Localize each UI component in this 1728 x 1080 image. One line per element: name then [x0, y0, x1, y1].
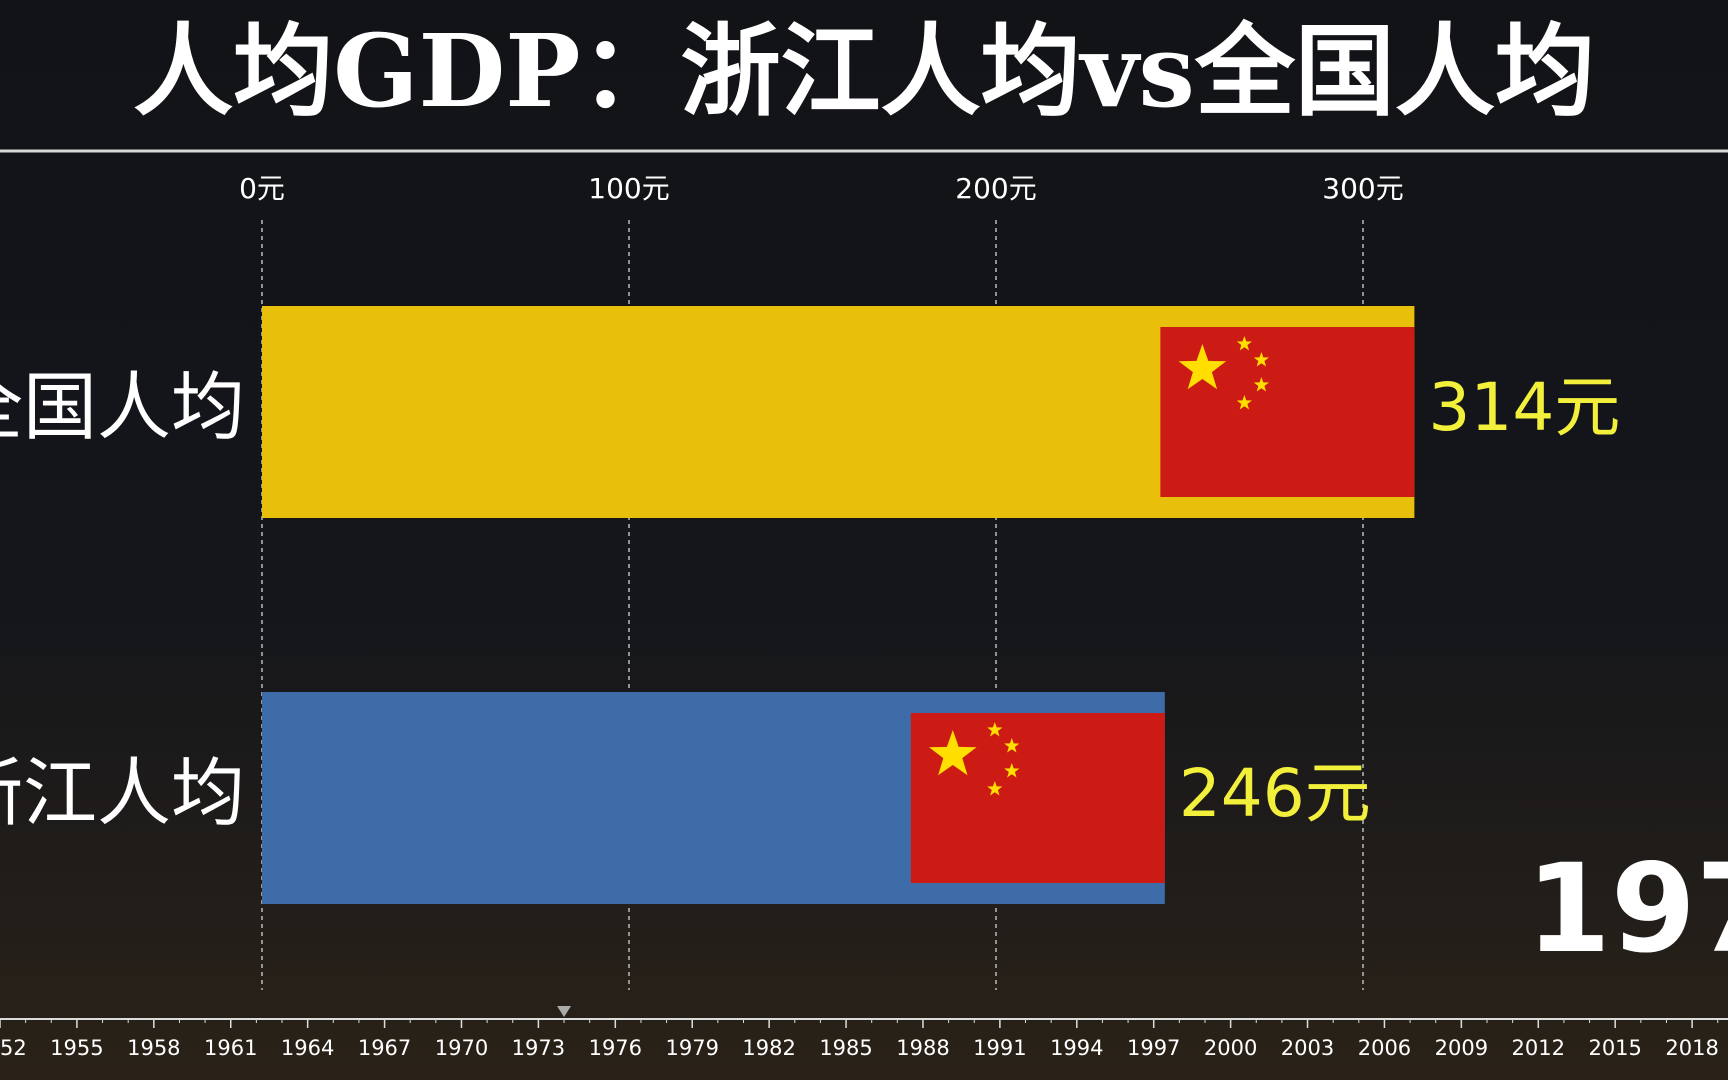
- flag-star: [929, 730, 977, 776]
- x-tick-label: 300元: [1322, 172, 1403, 205]
- timeline-tick-label: 2003: [1281, 1036, 1334, 1060]
- timeline-tick-label: 1967: [358, 1036, 411, 1060]
- timeline-tick-label: 1961: [204, 1036, 257, 1060]
- flag-star: [1253, 377, 1269, 392]
- flag-star: [987, 781, 1003, 796]
- flag-star: [987, 722, 1003, 737]
- timeline-tick-label: 1970: [435, 1036, 488, 1060]
- timeline-tick-label: 1985: [819, 1036, 872, 1060]
- category-label: 全国人均: [0, 365, 245, 451]
- timeline-marker: [557, 1006, 572, 1017]
- flag-star: [1236, 336, 1252, 351]
- flag-star: [1236, 395, 1252, 410]
- timeline-tick-label: 1964: [281, 1036, 334, 1060]
- timeline-tick-label: 1997: [1127, 1036, 1180, 1060]
- timeline-tick-label: 1982: [742, 1036, 795, 1060]
- timeline-tick-label: 1955: [50, 1036, 103, 1060]
- value-label: 246元: [1179, 755, 1371, 832]
- timeline-tick-label: 1973: [512, 1036, 565, 1060]
- timeline-tick-label: 2006: [1358, 1036, 1411, 1060]
- category-label: 浙江人均: [0, 751, 245, 837]
- x-tick-label: 0元: [239, 172, 285, 205]
- chart-title: 人均GDP：浙江人均vs全国人均: [133, 12, 1595, 130]
- timeline-tick-label: 1976: [589, 1036, 642, 1060]
- timeline-tick-label: 1988: [896, 1036, 949, 1060]
- timeline-tick-label: 1991: [973, 1036, 1026, 1060]
- timeline-tick-label: 1952: [0, 1036, 27, 1060]
- timeline-tick-label: 2009: [1435, 1036, 1488, 1060]
- flag-star: [1253, 352, 1269, 367]
- timeline-tick-label: 2018: [1665, 1036, 1718, 1060]
- flag-star: [1178, 344, 1227, 390]
- timeline-tick-label: 2012: [1512, 1036, 1565, 1060]
- year-label: 1974: [1526, 838, 1728, 980]
- timeline-tick-label: 1958: [127, 1036, 180, 1060]
- timeline-tick-label: 1994: [1050, 1036, 1103, 1060]
- flag: [910, 713, 1165, 883]
- flag-star: [1004, 763, 1020, 778]
- timeline-tick-label: 1979: [665, 1036, 718, 1060]
- x-tick-label: 100元: [588, 172, 669, 205]
- value-label: 314元: [1428, 369, 1620, 446]
- timeline-tick-label: 2015: [1588, 1036, 1641, 1060]
- flag-star: [1004, 738, 1020, 753]
- x-tick-label: 200元: [955, 172, 1036, 205]
- flag: [1160, 327, 1415, 497]
- timeline-tick-label: 2000: [1204, 1036, 1257, 1060]
